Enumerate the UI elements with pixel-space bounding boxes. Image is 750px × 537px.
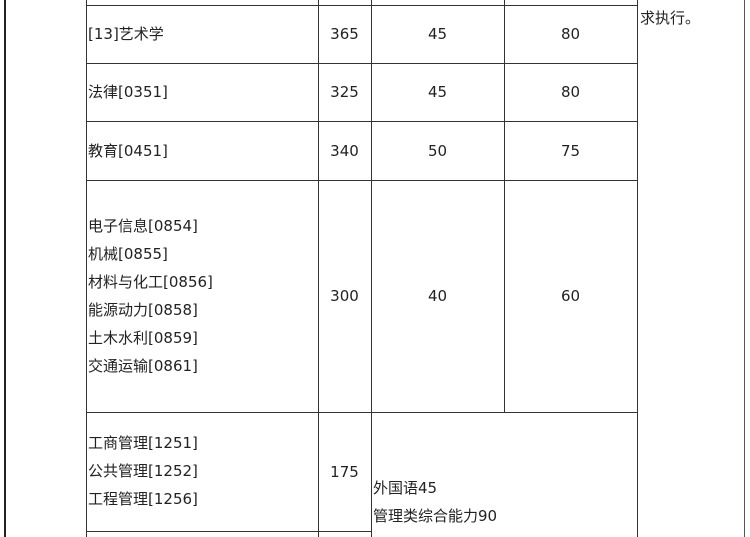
subject-score: 外国语45 xyxy=(373,479,438,497)
major-name: 教育[0451] xyxy=(88,142,168,160)
major-list: 工商管理[1251] 公共管理[1252] 工程管理[1256] xyxy=(88,429,198,513)
subject-score-a: 50 xyxy=(427,142,448,160)
major-name: 电子信息[0854] xyxy=(88,217,198,235)
major-name: 法律[0351] xyxy=(88,83,168,101)
major-name: [13]艺术学 xyxy=(88,25,164,43)
major-name: 公共管理[1252] xyxy=(88,462,198,480)
merged-subject-scores: 外国语45 管理类综合能力90 xyxy=(373,474,497,530)
total-score: 300 xyxy=(330,287,359,305)
subject-score-a: 40 xyxy=(427,287,448,305)
major-name: 工商管理[1251] xyxy=(88,434,198,452)
subject-score-b: 80 xyxy=(560,25,581,43)
major-name: 土木水利[0859] xyxy=(88,329,198,347)
total-score: 175 xyxy=(330,463,359,481)
major-name: 机械[0855] xyxy=(88,245,168,263)
major-name: 工程管理[1256] xyxy=(88,490,198,508)
major-list: 电子信息[0854] 机械[0855] 材料与化工[0856] 能源动力[085… xyxy=(88,212,213,380)
total-score: 365 xyxy=(330,25,359,43)
major-name: 交通运输[0861] xyxy=(88,357,198,375)
subject-score: 管理类综合能力90 xyxy=(373,507,498,525)
major-name: 材料与化工[0856] xyxy=(88,273,213,291)
subject-score-a: 45 xyxy=(427,83,448,101)
subject-score-b: 60 xyxy=(560,287,581,305)
total-score: 325 xyxy=(330,83,359,101)
side-note: 求执行。 xyxy=(640,9,701,27)
total-score: 340 xyxy=(330,142,359,160)
subject-score-a: 45 xyxy=(427,25,448,43)
major-name: 能源动力[0858] xyxy=(88,301,198,319)
subject-score-b: 80 xyxy=(560,83,581,101)
subject-score-b: 75 xyxy=(560,142,581,160)
